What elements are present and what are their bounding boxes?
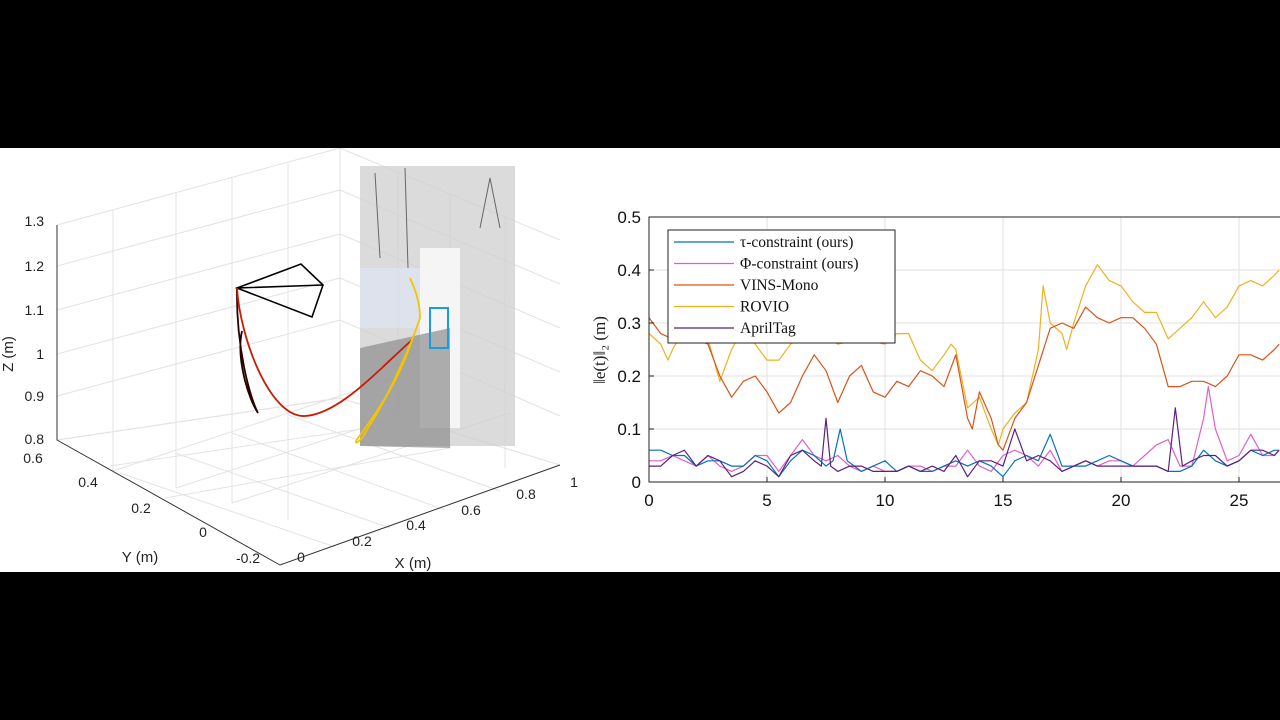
- y-tick-label: 0.2: [617, 367, 641, 386]
- tag-box: [429, 307, 449, 349]
- target-image-plane: [360, 166, 515, 448]
- series-line-rovio: [648, 264, 1280, 446]
- y-tick-label: 0.4: [78, 474, 98, 490]
- x-tick-label: 20: [1112, 491, 1131, 510]
- z-tick-labels: 1.3 1.2 1.1 1 0.9 0.8: [25, 213, 45, 447]
- y-tick-label: 0.4: [617, 261, 641, 280]
- y-axis-label: Y (m): [122, 549, 158, 566]
- trajectory: [236, 277, 421, 444]
- legend: τ-constraint (ours) Φ-constraint (ours) VI…: [667, 229, 896, 344]
- z-tick-label: 0.9: [25, 388, 45, 404]
- figure-panel: 1.3 1.2 1.1 1 0.9 0.8 0.6 0.4 0.2 0 -0.2…: [0, 148, 1280, 572]
- trajectory-3d-plot: 1.3 1.2 1.1 1 0.9 0.8 0.6 0.4 0.2 0 -0.2…: [0, 148, 578, 572]
- camera-frustum: [234, 263, 324, 319]
- legend-label: AprilTag: [740, 320, 796, 337]
- y-tick-label: 0.2: [131, 500, 151, 516]
- y-tick-label: 0: [199, 524, 207, 540]
- y-tick-label: 0.5: [617, 208, 641, 227]
- legend-item: AprilTag: [674, 320, 796, 337]
- x-tick-label: 0.2: [352, 533, 372, 549]
- legend-item: Φ-constraint (ours): [674, 256, 859, 273]
- error-line-chart: 0 5 10 15 20 25 0 0.1 0.2 0.3 0.4 0.5 ‖e(t)‖₂ (m) τ…: [590, 208, 1280, 510]
- series-lines: [648, 264, 1280, 478]
- y-tick-labels: 0.6 0.4 0.2 0 -0.2: [23, 450, 260, 566]
- legend-label: VINS-Mono: [740, 277, 819, 294]
- x-tick-label: 0: [644, 491, 653, 510]
- legend-item: ROVIO: [674, 299, 789, 316]
- y-tick-label: 0.1: [617, 420, 641, 439]
- legend-label: ROVIO: [740, 299, 789, 316]
- x-tick-label: 0.6: [461, 502, 481, 518]
- y-axis-label: ‖e(t)‖₂ (m): [590, 316, 609, 384]
- z-tick-label: 1: [36, 346, 44, 362]
- y-tick-label: 0: [632, 473, 641, 492]
- legend-item: VINS-Mono: [674, 277, 819, 294]
- x-tick-label: 0: [297, 549, 305, 565]
- z-tick-label: 1.2: [25, 258, 45, 274]
- x-tick-label: 15: [994, 491, 1013, 510]
- legend-label: Φ-constraint (ours): [740, 256, 859, 273]
- plot-frame: [648, 216, 1280, 483]
- y-tick-label: 0.6: [23, 450, 43, 466]
- z-axis-label: Z (m): [0, 336, 17, 372]
- z-tick-label: 1.3: [25, 213, 45, 229]
- z-tick-label: 0.8: [25, 431, 45, 447]
- series-line--constraint-ours-: [649, 428, 1280, 478]
- legend-item: τ-constraint (ours): [674, 234, 853, 251]
- x-axis-label: X (m): [395, 555, 432, 572]
- tick-labels: 0 5 10 15 20 25 0 0.1 0.2 0.3 0.4 0.5: [617, 208, 1248, 510]
- x-tick-label: 0.8: [516, 486, 536, 502]
- x-tick-label: 1: [570, 474, 578, 490]
- x-tick-label: 25: [1230, 491, 1249, 510]
- x-tick-label: 5: [762, 491, 771, 510]
- x-tick-label: 10: [876, 491, 895, 510]
- y-tick-label: 0.3: [617, 314, 641, 333]
- series-line-apriltag: [649, 407, 1280, 478]
- axes-3d: [56, 225, 561, 566]
- series-line--constraint-ours-: [649, 386, 1280, 472]
- x-tick-labels: 0 0.2 0.4 0.6 0.8 1: [297, 474, 578, 565]
- x-tick-label: 0.4: [406, 517, 426, 533]
- series-line-vins-mono: [648, 306, 1280, 451]
- z-tick-label: 1.1: [25, 302, 45, 318]
- legend-label: τ-constraint (ours): [740, 234, 853, 251]
- y-tick-label: -0.2: [236, 550, 260, 566]
